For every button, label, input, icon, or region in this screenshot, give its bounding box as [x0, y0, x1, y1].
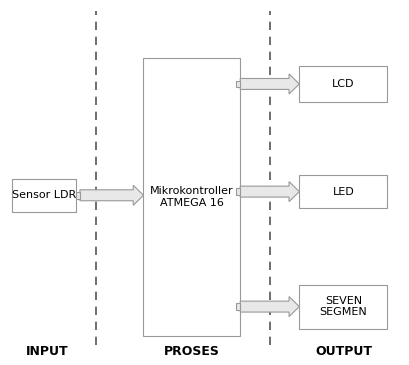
- Polygon shape: [80, 185, 143, 205]
- Text: Mikrokontroller
ATMEGA 16: Mikrokontroller ATMEGA 16: [150, 186, 233, 208]
- Text: SEVEN
SEGMEN: SEVEN SEGMEN: [319, 296, 366, 318]
- Polygon shape: [76, 192, 80, 199]
- Polygon shape: [240, 182, 299, 201]
- FancyBboxPatch shape: [12, 179, 76, 212]
- Polygon shape: [240, 74, 299, 94]
- Text: PROSES: PROSES: [163, 345, 219, 358]
- Text: Sensor LDR: Sensor LDR: [12, 190, 76, 200]
- FancyBboxPatch shape: [143, 58, 239, 336]
- FancyBboxPatch shape: [299, 285, 387, 328]
- FancyBboxPatch shape: [299, 175, 387, 208]
- FancyBboxPatch shape: [299, 66, 387, 102]
- Text: LCD: LCD: [331, 79, 354, 89]
- Text: OUTPUT: OUTPUT: [314, 345, 371, 358]
- Text: INPUT: INPUT: [26, 345, 68, 358]
- Polygon shape: [240, 296, 299, 316]
- Polygon shape: [236, 303, 240, 310]
- Polygon shape: [236, 188, 240, 195]
- Text: LED: LED: [332, 187, 353, 197]
- Polygon shape: [236, 81, 240, 87]
